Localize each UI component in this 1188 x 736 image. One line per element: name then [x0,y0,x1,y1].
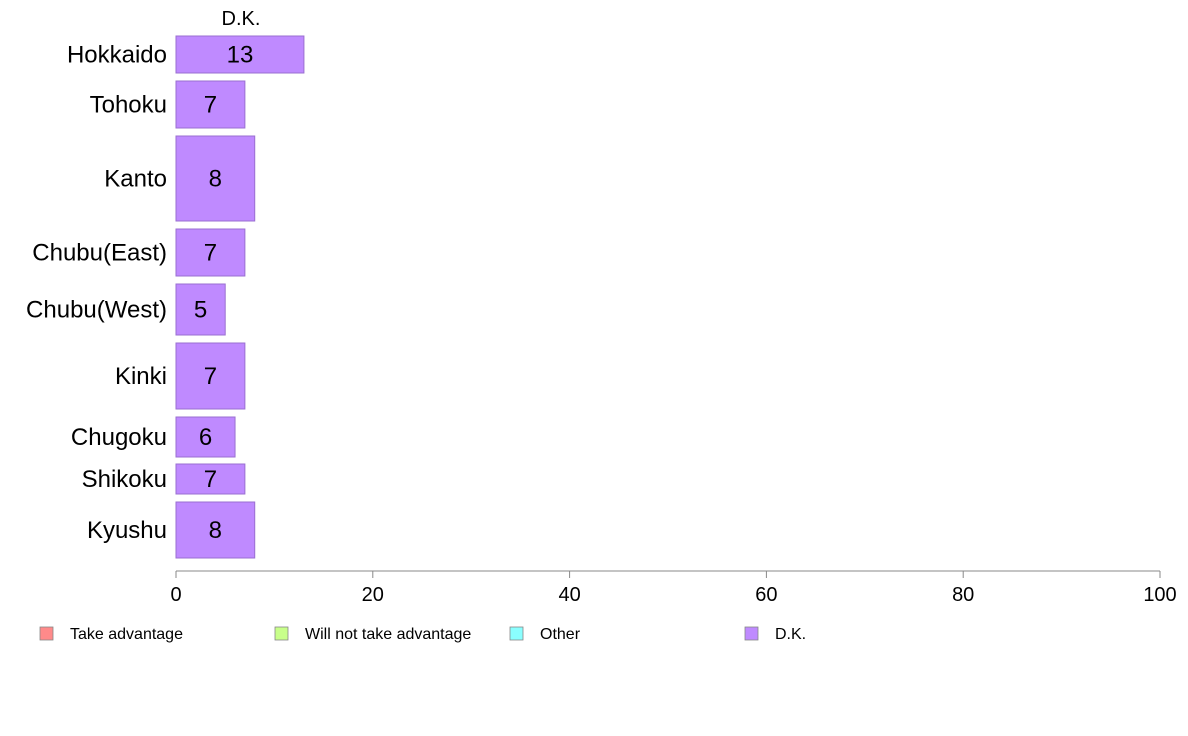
category-label: Shikoku [82,466,167,493]
category-label: Tohoku [90,92,167,119]
column-header: D.K. [222,8,261,30]
bar-shikoku-d-k- [175,463,246,495]
bar-kinki-d-k- [175,342,246,410]
legend: Take advantage Will not take advantage Oth… [39,626,806,643]
x-tick-label: 60 [755,584,777,606]
bar-value-labels: 13 7 8 7 5 7 6 7 8 [194,42,253,545]
category-label: Hokkaido [67,42,167,69]
bar-value-label: 7 [204,466,217,493]
category-label: Kyushu [87,517,167,544]
bar-hokkaido-d-k- [175,35,305,74]
bar-chubu-west--d-k- [175,283,226,336]
category-label: Chubu(East) [32,240,167,267]
category-label: Kanto [104,166,167,193]
legend-label: Take advantage [70,626,183,643]
x-tick-label: 40 [558,584,580,606]
legend-label: D.K. [775,626,806,643]
category-labels: Hokkaido Tohoku Kanto Chubu(East) Chubu(West… [26,42,167,545]
x-tick-label: 20 [362,584,384,606]
bar-tohoku-d-k- [175,80,246,129]
x-tick-label: 80 [952,584,974,606]
bar-value-label: 6 [199,424,212,451]
bar-kyushu-d-k- [175,501,256,559]
bar-value-label: 8 [209,166,222,193]
category-label: Chubu(West) [26,297,167,324]
x-tick-label: 0 [170,584,181,606]
bars-group [175,35,305,559]
bar-kanto-d-k- [175,135,256,222]
legend-swatch [39,626,54,641]
bar-chugoku-d-k- [175,416,236,458]
x-axis: 0 20 40 60 80 100 [170,570,1177,606]
bar-value-label: 7 [204,92,217,119]
legend-label: Other [540,626,581,643]
bar-chubu-east--d-k- [175,228,246,277]
x-tick-label: 100 [1143,584,1176,606]
category-label: Kinki [115,363,167,390]
category-label: Chugoku [71,424,167,451]
legend-swatch [274,626,289,641]
bar-value-label: 13 [227,42,254,69]
bar-value-label: 5 [194,297,207,324]
bar-value-label: 7 [204,240,217,267]
legend-label: Will not take advantage [305,626,471,643]
legend-swatch [744,626,759,641]
bar-value-label: 8 [209,517,222,544]
bar-value-label: 7 [204,363,217,390]
legend-swatch [509,626,524,641]
